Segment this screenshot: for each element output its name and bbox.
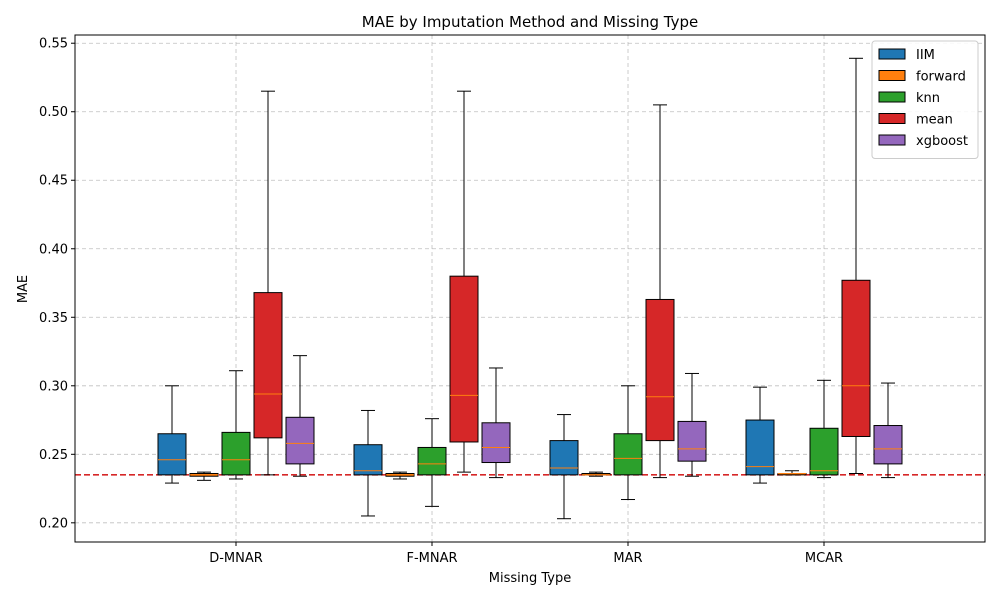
x-tick-label: F-MNAR [406,551,457,566]
legend-swatch [878,113,906,124]
box-body [809,427,839,476]
plot-frame [74,34,986,543]
box-mean-MCAR [841,57,871,474]
y-tick-label: 0.20 [39,516,68,531]
x-tick-label: MCAR [805,551,843,566]
box-body [285,416,315,465]
legend-label: knn [916,91,940,106]
box-IIM-MAR [549,414,579,520]
legend-label: forward [916,70,966,85]
legend-label: IIM [916,48,935,63]
box-IIM-F-MNAR [353,409,383,517]
box-body [873,425,903,465]
box-body [841,279,871,437]
box-body [481,422,511,464]
box-body [645,298,675,442]
legend-label: xgboost [916,134,968,149]
box-body [353,444,383,476]
box-xgboost-F-MNAR [481,367,511,479]
box-body [449,275,479,443]
box-knn-D-MNAR [221,370,251,480]
legend-swatch [878,70,906,81]
box-body [221,431,251,476]
box-IIM-D-MNAR [157,385,187,484]
x-axis-label: Missing Type [489,571,571,586]
box-knn-F-MNAR [417,418,447,507]
box-forward-D-MNAR [189,471,219,481]
box-forward-F-MNAR [385,471,415,480]
y-tick-label: 0.40 [39,242,68,257]
y-axis-label: MAE [16,275,31,303]
box-body [677,420,707,462]
box-forward-MAR [581,471,611,477]
box-body [417,446,447,476]
box-mean-F-MNAR [449,90,479,473]
legend-swatch [878,48,906,60]
legend: IIM forward knn mean xgboost [871,40,979,159]
y-tick-label: 0.25 [39,448,68,463]
box-forward-MCAR [777,470,807,476]
x-axis-ticks: D-MNAR F-MNAR MAR MCAR [209,542,843,566]
box-mean-MAR [645,104,675,479]
box-xgboost-MCAR [873,382,903,479]
chart-title: MAE by Imputation Method and Missing Typ… [362,13,698,31]
legend-swatch [878,134,906,146]
y-tick-label: 0.55 [39,37,68,52]
box-body [253,292,283,439]
box-body [613,433,643,476]
box-body [157,433,187,476]
y-tick-label: 0.30 [39,379,68,394]
box-IIM-MCAR [745,386,775,484]
y-tick-label: 0.35 [39,311,68,326]
box-knn-MCAR [809,379,839,479]
box-body [549,440,579,476]
box-knn-MAR [613,385,643,501]
box-body [745,419,775,476]
box-xgboost-D-MNAR [285,355,315,477]
y-tick-label: 0.50 [39,105,68,120]
legend-swatch [878,91,906,103]
legend-label: mean [916,113,953,128]
box-xgboost-MAR [677,372,707,477]
y-tick-label: 0.45 [39,174,68,189]
x-tick-label: D-MNAR [209,551,263,566]
boxes-layer [157,57,903,520]
box-mean-D-MNAR [253,90,283,476]
y-axis-ticks: 0.20 0.25 0.30 0.35 0.40 0.45 0.50 0.55 [39,37,75,531]
x-tick-label: MAR [613,551,642,566]
